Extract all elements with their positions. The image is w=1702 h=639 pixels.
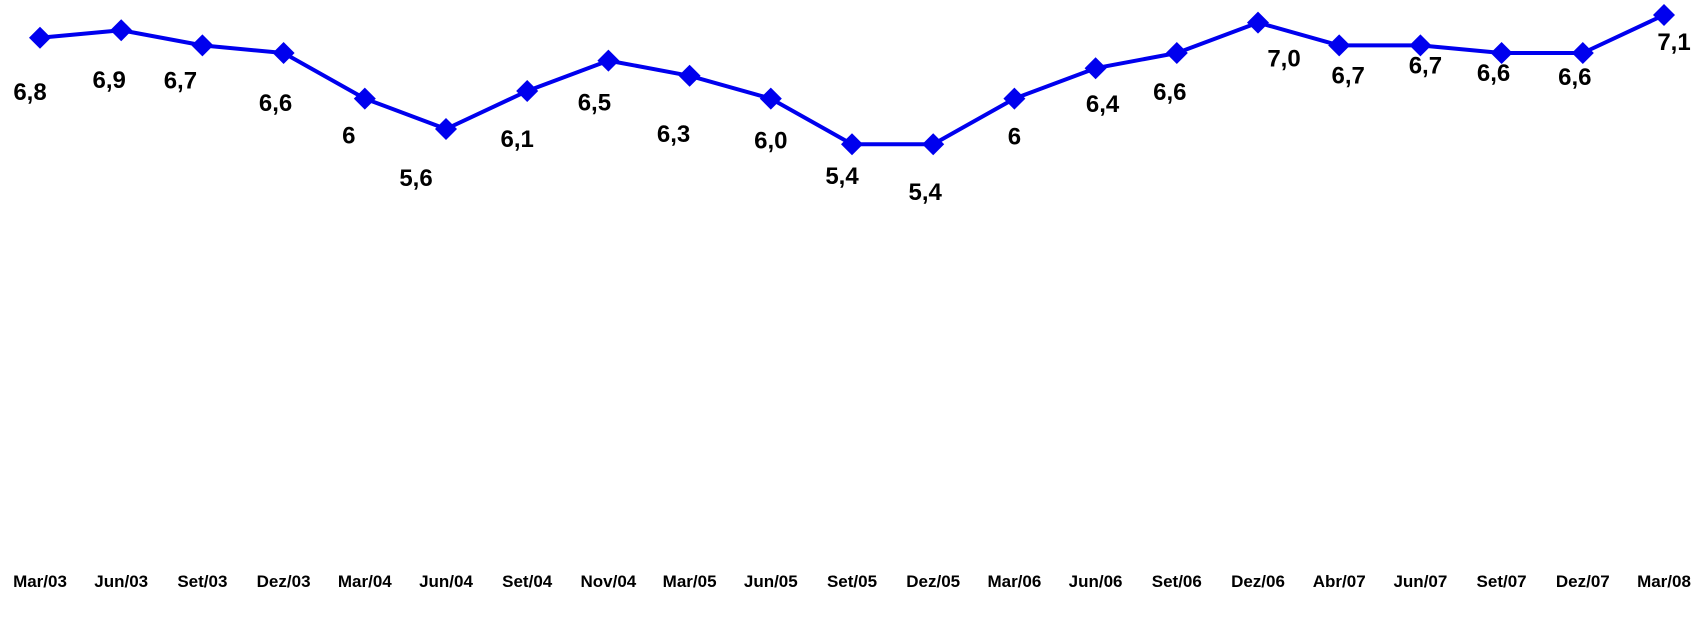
data-label: 6,9	[93, 67, 126, 94]
x-tick-label: Jun/05	[744, 572, 798, 591]
series-layer	[39, 13, 1665, 147]
x-tick-label: Set/04	[502, 572, 553, 591]
x-tick-label: Dez/03	[257, 572, 311, 591]
data-point-marker	[922, 133, 945, 156]
x-tick-label: Mar/06	[987, 572, 1041, 591]
data-point-marker	[110, 19, 133, 42]
data-point-marker	[597, 49, 620, 72]
data-point-marker	[1571, 42, 1594, 64]
x-tick-label: Jun/03	[94, 572, 148, 591]
data-point-marker	[759, 87, 782, 110]
data-point-marker	[1409, 34, 1432, 57]
x-tick-label: Abr/07	[1313, 572, 1366, 591]
data-label: 6,6	[1558, 64, 1591, 91]
x-axis-tick-labels: Mar/03 Jun/03 Set/03 Dez/03 Mar/04 Jun/04 Set/…	[13, 572, 1691, 591]
marker-layer	[29, 4, 1675, 156]
x-tick-label: Mar/08	[1637, 572, 1691, 591]
data-label: 6,7	[1409, 52, 1442, 79]
data-label: 6,4	[1086, 91, 1120, 118]
x-tick-label: Set/06	[1152, 572, 1202, 591]
data-point-marker	[1247, 11, 1269, 34]
x-tick-label: Jun/07	[1393, 572, 1447, 591]
data-point-marker	[678, 64, 701, 87]
data-label-layer: 6,8 6,9 6,7 6,6 6 5,6 6,1 6,5 6,3 6,0 5,4 5,4 6 6,4 6,…	[13, 29, 1690, 206]
data-label: 6,6	[1477, 60, 1510, 87]
x-tick-label: Mar/05	[663, 572, 717, 591]
data-label: 6,8	[13, 79, 46, 106]
data-label: 6,1	[501, 126, 534, 153]
data-label: 6,0	[754, 128, 787, 155]
data-point-marker	[435, 118, 457, 140]
data-point-marker	[29, 26, 51, 49]
x-tick-label: Mar/04	[338, 572, 392, 591]
data-point-marker	[841, 133, 863, 156]
data-label: 5,4	[909, 179, 943, 206]
data-label: 6,7	[1332, 62, 1365, 89]
data-label: 6	[1008, 124, 1021, 151]
x-tick-label: Set/03	[177, 572, 227, 591]
data-point-marker	[516, 80, 539, 102]
x-tick-label: Dez/05	[906, 572, 960, 591]
data-point-marker	[1653, 4, 1675, 26]
data-label: 6,6	[1153, 79, 1186, 106]
x-tick-label: Set/05	[827, 572, 877, 591]
data-label: 7,1	[1657, 29, 1690, 56]
data-label: 6,6	[259, 90, 292, 117]
data-point-marker	[1328, 34, 1351, 57]
data-point-marker	[353, 87, 376, 110]
data-label: 6	[342, 123, 355, 150]
data-point-marker	[1490, 42, 1513, 64]
data-point-marker	[191, 34, 214, 57]
data-label: 7,0	[1267, 46, 1300, 73]
data-label: 6,7	[164, 67, 197, 94]
x-tick-label: Nov/04	[581, 572, 637, 591]
data-point-marker	[1084, 57, 1107, 80]
x-tick-label: Mar/03	[13, 572, 67, 591]
data-point-marker	[1003, 87, 1026, 110]
data-label: 5,6	[399, 165, 432, 192]
x-tick-label: Set/07	[1477, 572, 1527, 591]
data-point-marker	[272, 42, 295, 64]
data-label: 6,5	[578, 90, 611, 117]
data-point-marker	[1165, 42, 1188, 64]
x-tick-label: Dez/06	[1231, 572, 1285, 591]
x-tick-label: Dez/07	[1556, 572, 1610, 591]
x-tick-label: Jun/06	[1069, 572, 1123, 591]
data-label: 6,3	[657, 121, 690, 148]
data-label: 5,4	[825, 163, 859, 190]
series-line	[39, 13, 1665, 147]
x-tick-label: Jun/04	[419, 572, 473, 591]
